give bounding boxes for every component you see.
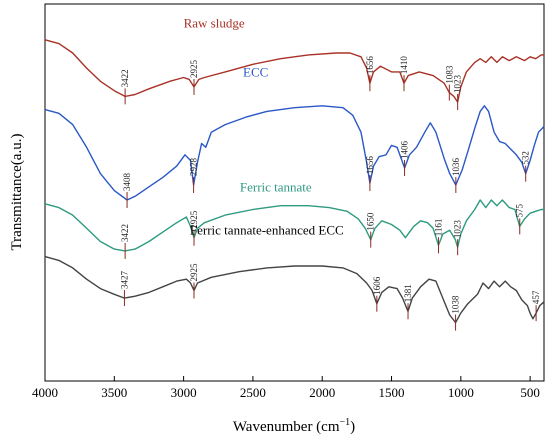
plot-frame (44, 3, 545, 382)
peak-label: 3422 (120, 69, 130, 87)
x-axis-title: Wavenumber (cm−1) (233, 417, 355, 435)
x-tick-label: 1500 (379, 385, 405, 400)
x-tick-label: 3500 (101, 385, 127, 400)
series-line-1 (44, 105, 545, 201)
y-axis-title: Transmittance(a.u.) (9, 134, 25, 251)
series-label-0: Raw sludge (184, 15, 245, 30)
peak-label: 1606 (372, 276, 382, 295)
series-label-1: ECC (243, 64, 268, 79)
peak-label: 1083 (444, 65, 454, 84)
peak-label: 1656 (365, 56, 375, 75)
x-tick-label: 2000 (309, 385, 335, 400)
peak-label: 575 (515, 203, 525, 217)
x-axis-ticks: 4000 3500 3000 2500 2000 1500 1000 500 (32, 376, 540, 400)
peak-label: 2925 (189, 59, 199, 78)
peak-label: 2928 (189, 157, 199, 176)
peak-label: 2925 (189, 210, 199, 229)
peak-label: 3427 (119, 271, 129, 290)
series-label-3: Ferric tannate-enhanced ECC (190, 223, 344, 238)
peak-label: 457 (531, 290, 541, 304)
series-line-0 (44, 39, 544, 103)
x-tick-label: 1000 (448, 385, 474, 400)
peak-label: 532 (521, 151, 531, 165)
series-line-2 (44, 199, 544, 252)
peak-label: 1038 (451, 295, 461, 314)
series-layer (44, 39, 545, 324)
peak-label: 1406 (400, 140, 410, 159)
peak-label: 1381 (403, 284, 413, 302)
peak-label: 2925 (189, 263, 199, 282)
x-tick-label: 2500 (240, 385, 266, 400)
series-line-3 (44, 255, 545, 324)
peak-label: 1410 (399, 56, 409, 75)
peak-label: 3422 (120, 224, 130, 242)
x-tick-label: 4000 (32, 385, 58, 400)
peak-label: 1023 (453, 220, 463, 239)
peak-label: 1036 (451, 157, 461, 176)
peak-label: 1650 (366, 212, 376, 231)
series-labels: Raw sludge ECC Ferric tannate Ferric tannat… (184, 15, 344, 237)
peak-label: 3408 (122, 173, 132, 192)
series-label-2: Ferric tannate (240, 180, 312, 195)
x-tick-label: 3000 (171, 385, 197, 400)
peak-label: 1161 (434, 219, 444, 237)
x-tick-label: 500 (520, 385, 540, 400)
peak-label: 1023 (453, 75, 463, 94)
peak-label: 1656 (365, 156, 375, 175)
